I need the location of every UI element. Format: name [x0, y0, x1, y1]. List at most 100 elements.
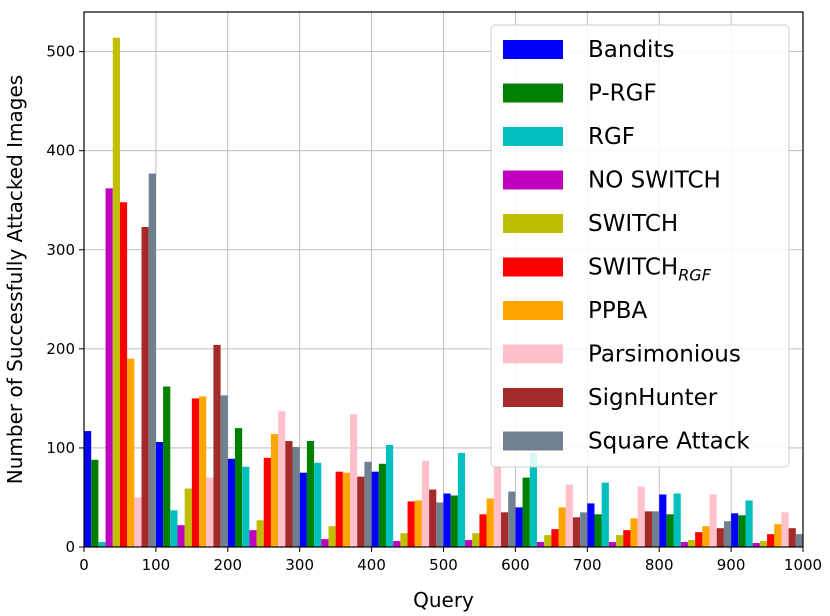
y-tick-label-2: 200 — [46, 340, 75, 358]
bar-signhunter-2 — [285, 440, 293, 547]
bar-square-attack-3 — [364, 461, 372, 547]
bar-square-attack-8 — [723, 521, 732, 547]
bar-no-switch-2 — [249, 530, 257, 547]
bar-parsimonious-5 — [493, 465, 502, 547]
bar-ppba-3 — [342, 472, 351, 547]
bar-square-attack-5 — [508, 491, 516, 547]
bar-bandits-9 — [731, 513, 739, 547]
bar-no-switch-4 — [393, 541, 401, 547]
legend-label-5: SWITCHRGF — [588, 255, 712, 285]
x-tick-label-0: 0 — [79, 556, 89, 574]
x-tick-label-1: 100 — [142, 556, 171, 574]
bar-parsimonious-0 — [134, 497, 142, 547]
bar-p-rgf-2 — [234, 428, 243, 547]
legend-label-1: P-RGF — [588, 81, 657, 107]
bar-switch-0 — [112, 37, 120, 548]
bar-bandits-0 — [84, 431, 92, 547]
bar-signhunter-3 — [357, 476, 365, 547]
bar-switch-rgf-7 — [623, 530, 631, 547]
bar-no-switch-9 — [752, 543, 760, 547]
bar-p-rgf-9 — [738, 515, 746, 547]
bar-signhunter-7 — [644, 511, 653, 547]
x-axis: 0 100 200 300 400 500 600 700 800 900 1000 — [79, 547, 822, 574]
y-tick-label-4: 400 — [46, 142, 75, 160]
bar-switch-rgf-3 — [335, 471, 343, 547]
bar-bandits-1 — [155, 441, 164, 547]
bar-p-rgf-0 — [91, 459, 99, 547]
y-tick-label-1: 100 — [46, 439, 75, 457]
bar-rgf-0 — [98, 542, 106, 547]
bar-switch-1 — [184, 488, 192, 547]
bar-signhunter-0 — [141, 226, 149, 548]
bar-switch-5 — [472, 533, 480, 547]
bar-p-rgf-7 — [594, 514, 602, 547]
bar-parsimonious-4 — [421, 460, 430, 547]
bar-parsimonious-9 — [781, 512, 789, 547]
bar-switch-rgf-2 — [263, 457, 271, 547]
legend-swatch-3 — [503, 170, 563, 190]
bar-switch-rgf-1 — [191, 398, 200, 547]
bar-rgf-9 — [745, 500, 753, 547]
legend-swatch-7 — [503, 344, 563, 364]
y-tick-label-3: 300 — [46, 241, 75, 259]
bar-no-switch-3 — [321, 539, 329, 547]
legend-swatch-5 — [503, 257, 563, 277]
bar-square-attack-2 — [292, 446, 300, 547]
bar-signhunter-6 — [572, 517, 581, 547]
legend-label-3: NO SWITCH — [588, 168, 721, 194]
bar-no-switch-5 — [465, 540, 473, 547]
bar-parsimonious-2 — [278, 411, 286, 547]
bar-parsimonious-7 — [637, 486, 645, 547]
bar-p-rgf-1 — [163, 386, 171, 547]
bar-ppba-8 — [702, 526, 710, 547]
legend-label-0: Bandits — [588, 37, 674, 63]
y-axis: 0 100 200 300 400 500 — [46, 43, 84, 556]
bar-ppba-0 — [127, 358, 135, 547]
bar-no-switch-8 — [680, 542, 688, 547]
bar-signhunter-4 — [429, 489, 437, 547]
bars — [84, 37, 803, 548]
bar-square-attack-6 — [580, 512, 588, 547]
bar-switch-rgf-6 — [551, 529, 559, 547]
bar-p-rgf-6 — [522, 477, 530, 547]
bar-square-attack-0 — [148, 173, 156, 548]
bar-switch-rgf-4 — [407, 501, 415, 547]
bar-signhunter-1 — [213, 344, 221, 547]
bar-rgf-8 — [673, 493, 681, 547]
legend-label-4: SWITCH — [588, 211, 678, 237]
bar-p-rgf-4 — [378, 463, 386, 547]
bar-square-attack-9 — [795, 534, 803, 547]
bar-bandits-6 — [515, 507, 523, 547]
x-tick-label-9: 900 — [717, 556, 746, 574]
bar-switch-7 — [616, 535, 624, 547]
x-tick-label-5: 500 — [429, 556, 458, 574]
bar-ppba-9 — [774, 524, 782, 547]
bar-parsimonious-6 — [565, 484, 573, 547]
y-tick-label-0: 0 — [65, 538, 75, 556]
bar-bandits-4 — [371, 471, 379, 547]
bar-ppba-7 — [630, 518, 638, 547]
bar-parsimonious-3 — [350, 414, 358, 547]
bar-p-rgf-3 — [306, 440, 315, 547]
bar-bandits-8 — [659, 494, 667, 547]
legend-label-7: Parsimonious — [588, 342, 741, 368]
legend-swatch-6 — [503, 301, 563, 320]
bar-ppba-6 — [558, 507, 566, 547]
bar-rgf-7 — [601, 482, 609, 547]
bar-switch-rgf-8 — [695, 532, 703, 547]
legend-swatch-9 — [503, 431, 563, 451]
bar-switch-rgf-5 — [479, 514, 487, 547]
x-tick-label-7: 700 — [573, 556, 602, 574]
bar-ppba-5 — [486, 498, 494, 547]
legend-swatch-8 — [503, 388, 563, 407]
bar-rgf-5 — [457, 452, 466, 547]
x-tick-label-3: 300 — [285, 556, 314, 574]
x-tick-label-8: 800 — [645, 556, 674, 574]
legend-swatch-0 — [503, 40, 563, 59]
legend-label-2: RGF — [588, 124, 635, 150]
bar-bandits-7 — [587, 503, 595, 547]
x-tick-label-10: 1000 — [784, 556, 822, 574]
legend-swatch-4 — [503, 214, 563, 233]
bar-ppba-2 — [270, 434, 279, 547]
